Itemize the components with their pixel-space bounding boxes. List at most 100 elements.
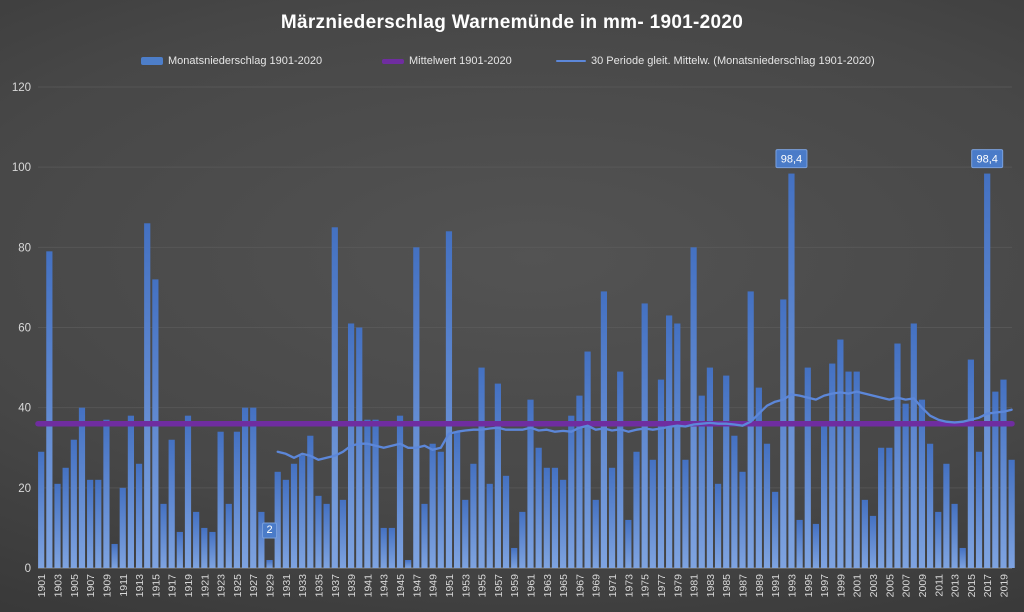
x-axis-tick-labels: 1901 1903 1905 1907 1909 1911 1913 1915 1917 1919… [36, 574, 1010, 598]
bar-1990 [763, 443, 771, 568]
x-tick-label-2017: 2017 [982, 574, 994, 598]
annotation-box-2017 [971, 149, 1004, 169]
bar-1908 [95, 479, 102, 568]
x-tick-label-1911: 1911 [118, 574, 130, 597]
legend: Monatsniederschlag 1901-2020 Mittelwert … [0, 53, 1024, 69]
bar-1963 [543, 467, 550, 568]
bar-1962 [535, 447, 542, 568]
bar-1948 [421, 503, 428, 568]
bar-1912 [127, 415, 135, 568]
x-tick-label-2007: 2007 [901, 574, 913, 598]
annotation-label-1993: 98,4 [781, 154, 802, 166]
data-label-annotations: 2 98,4 98,4 [262, 149, 1004, 539]
bar-2011 [935, 511, 942, 568]
bar-1916 [160, 503, 167, 568]
bar-2001 [853, 371, 860, 568]
x-tick-label-1915: 1915 [150, 574, 162, 598]
bar-1966 [568, 415, 575, 568]
bar-1980 [682, 459, 689, 568]
bar-2009 [918, 399, 926, 568]
bar-1954 [470, 463, 477, 568]
bar-1967 [576, 395, 583, 568]
bar-1971 [608, 467, 616, 568]
x-tick-label-1933: 1933 [297, 574, 309, 598]
bar-1931 [282, 479, 289, 568]
x-tick-label-1923: 1923 [216, 574, 228, 598]
x-tick-label-2013: 2013 [950, 574, 962, 598]
legend-item-mittelwert: Mittelwert 1901-2020 [382, 53, 512, 69]
bar-1932 [290, 463, 298, 568]
x-tick-label-1961: 1961 [526, 574, 538, 598]
bar-1994 [796, 519, 803, 568]
bar-2002 [861, 499, 868, 568]
bar-1903 [54, 483, 61, 568]
x-tick-label-1975: 1975 [640, 574, 652, 598]
bar-1901 [38, 451, 45, 568]
bar-1911 [119, 487, 126, 568]
bar-1978 [666, 315, 673, 568]
bar-1921 [201, 527, 208, 568]
bar-2013 [951, 503, 958, 568]
bar-1964 [551, 467, 559, 568]
x-tick-label-1985: 1985 [721, 574, 733, 598]
bar-1970 [600, 291, 607, 568]
bar-2004 [878, 447, 885, 568]
moving-average-swatch-icon [556, 59, 586, 63]
bar-1945 [396, 415, 404, 568]
x-tick-label-1959: 1959 [509, 574, 521, 598]
bar-1956 [486, 483, 493, 568]
bar-1979 [674, 323, 681, 568]
bar-1975 [641, 303, 648, 568]
bar-2000 [845, 371, 852, 568]
bar-1974 [633, 451, 640, 568]
bar-2016 [975, 451, 983, 568]
bar-2007 [902, 403, 909, 568]
x-tick-label-1983: 1983 [705, 574, 717, 598]
bar-1918 [176, 531, 183, 568]
bar-1995 [804, 367, 811, 568]
bar-1943 [380, 527, 387, 568]
bar-2019 [1000, 379, 1007, 568]
x-tick-label-1925: 1925 [232, 574, 244, 598]
bar-1969 [592, 499, 599, 568]
x-tick-label-1917: 1917 [167, 574, 179, 598]
x-tick-label-1991: 1991 [770, 574, 782, 598]
x-tick-label-1929: 1929 [265, 574, 277, 598]
x-tick-label-1939: 1939 [346, 574, 358, 598]
x-tick-label-1955: 1955 [477, 574, 489, 598]
annotation-box-1993 [775, 149, 808, 169]
bar-1950 [437, 451, 444, 568]
x-tick-label-1905: 1905 [69, 574, 81, 598]
x-tick-label-2009: 2009 [917, 574, 929, 598]
bar-2020 [1008, 459, 1015, 568]
y-tick-label: 80 [18, 242, 31, 254]
annotation-label-2017: 98,4 [976, 154, 997, 166]
annotation-box-1929 [262, 522, 278, 539]
legend-item-gleitender-mittelwert: 30 Periode gleit. Mittelw. (Monatsnieder… [556, 53, 875, 69]
x-tick-label-1941: 1941 [362, 574, 374, 598]
bar-2003 [869, 515, 877, 568]
x-tick-label-1965: 1965 [558, 574, 570, 598]
x-tick-label-2019: 2019 [998, 574, 1010, 598]
x-tick-label-1931: 1931 [281, 574, 293, 598]
bar-1989 [755, 387, 762, 568]
x-tick-label-1971: 1971 [607, 574, 619, 598]
bar-2006 [894, 343, 901, 568]
y-axis-tick-labels: 0 20 40 60 80 100 120 [12, 82, 31, 575]
bar-1922 [209, 531, 216, 568]
bar-1902 [46, 251, 53, 568]
x-tick-label-1979: 1979 [672, 574, 684, 598]
x-tick-label-1963: 1963 [542, 574, 554, 598]
bar-1917 [168, 439, 175, 568]
bar-1988 [747, 291, 754, 568]
x-tick-label-1919: 1919 [183, 574, 195, 598]
bar-1983 [706, 367, 714, 568]
x-tick-label-1999: 1999 [835, 574, 847, 598]
x-tick-label-1913: 1913 [134, 574, 146, 598]
x-tick-label-1935: 1935 [313, 574, 325, 598]
bar-1909 [103, 419, 110, 568]
x-tick-label-1953: 1953 [460, 574, 472, 598]
x-tick-label-2015: 2015 [966, 574, 978, 598]
bar-1955 [478, 367, 485, 568]
bar-1946 [405, 559, 412, 568]
